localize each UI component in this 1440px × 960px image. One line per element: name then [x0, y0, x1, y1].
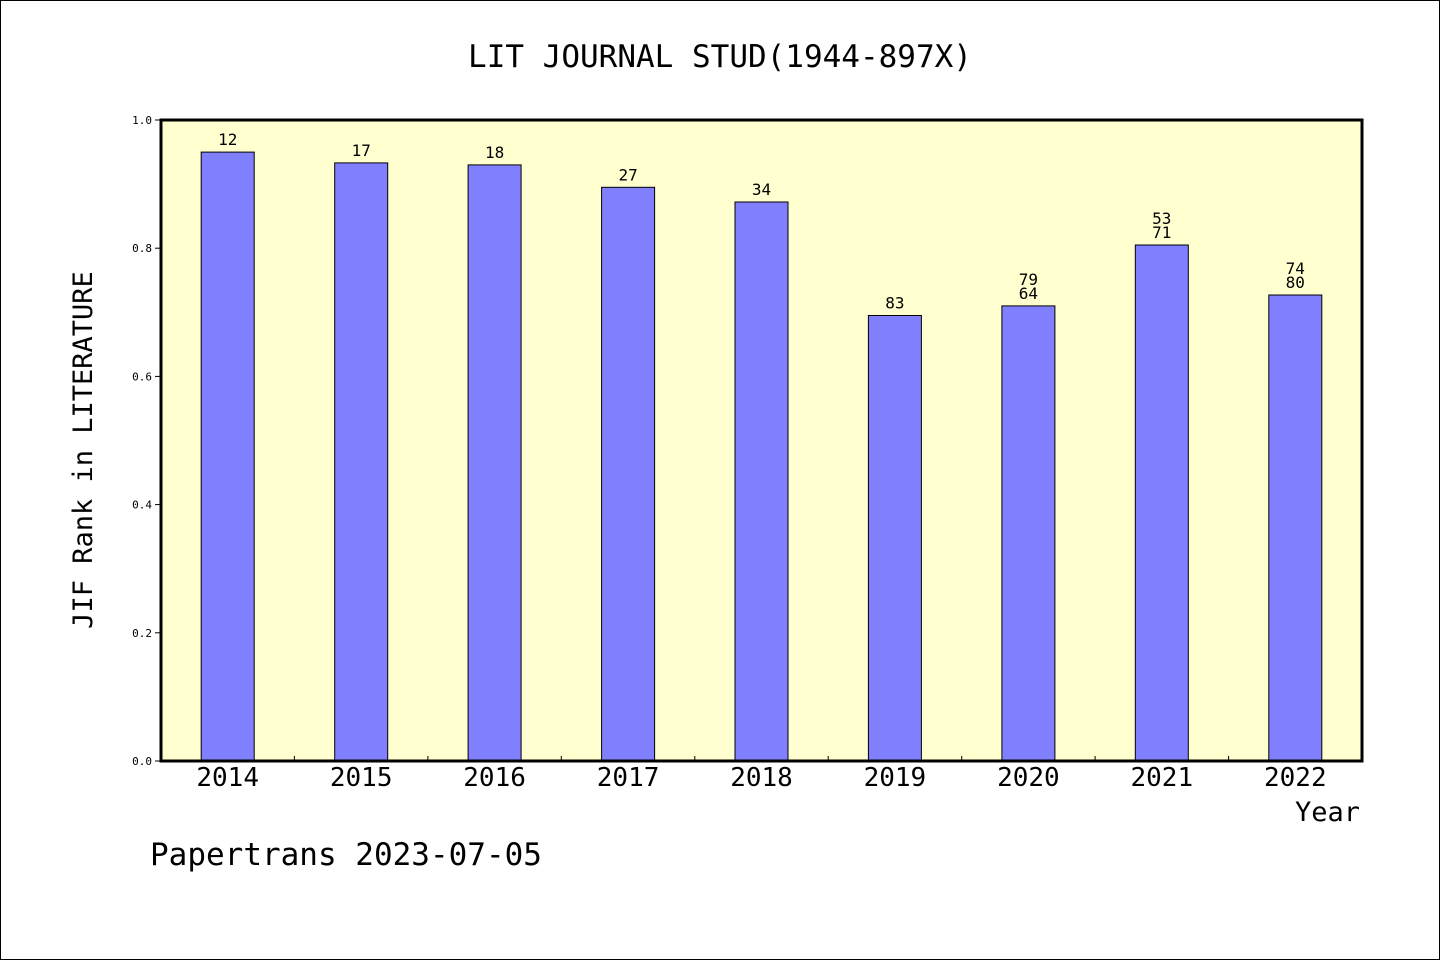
- x-tick-label-2017: 2017: [597, 763, 660, 793]
- bar-label-2019: 83: [885, 294, 904, 313]
- bar-2016: [467, 164, 522, 762]
- bar-label-2021-1: 53: [1152, 209, 1171, 228]
- bar-label-2018: 34: [752, 180, 771, 199]
- x-tick-label-2016: 2016: [463, 763, 526, 793]
- y-tick-label-0.8: 0.8: [132, 242, 152, 255]
- bar-2017: [601, 186, 656, 762]
- bar-label-2016: 18: [485, 143, 504, 162]
- x-tick-label-2019: 2019: [864, 763, 927, 793]
- x-tick-label-2018: 2018: [730, 763, 793, 793]
- bar-label-2022-1: 74: [1286, 259, 1305, 278]
- y-tick-label-0.6: 0.6: [132, 370, 152, 383]
- bar-2015: [334, 162, 389, 762]
- x-axis: 2014 2015 2016 2017 2018 2019 2020 2021 2022: [196, 756, 1327, 793]
- footer-credit: Papertrans 2023-07-05: [150, 837, 542, 873]
- bar-2014: [200, 151, 255, 762]
- bar-2022: [1268, 294, 1323, 762]
- y-tick-label-0.4: 0.4: [132, 499, 152, 512]
- y-tick-label-0.0: 0.0: [132, 755, 152, 768]
- bar-label-2020-2: 64: [1019, 284, 1038, 303]
- bar-label-2015: 17: [352, 141, 371, 160]
- x-tick-label-2015: 2015: [330, 763, 393, 793]
- x-tick-label-2022: 2022: [1264, 763, 1327, 793]
- bar-2018: [734, 201, 789, 762]
- bar-label-2020-1: 79: [1019, 270, 1038, 289]
- x-tick-label-2014: 2014: [196, 763, 259, 793]
- chart-title: LIT JOURNAL STUD(1944-897X): [468, 39, 972, 75]
- bar-2020: [1001, 305, 1056, 762]
- x-tick-label-2021: 2021: [1130, 763, 1193, 793]
- y-axis-title: JIF Rank in LITERATURE: [68, 271, 99, 629]
- bar-2021: [1134, 244, 1189, 762]
- x-tick-label-2020: 2020: [997, 763, 1060, 793]
- y-tick-label-1.0: 1.0: [132, 114, 152, 127]
- y-axis: 0.0 0.2 0.4 0.6 0.8 1.0: [132, 114, 161, 768]
- bar-label-2021-2: 71: [1152, 223, 1171, 242]
- bar-label-2017: 27: [618, 165, 637, 184]
- bar-label-2022-2: 80: [1286, 273, 1305, 292]
- plot-frame: [159, 118, 1364, 763]
- y-tick-label-0.2: 0.2: [132, 627, 152, 640]
- bar-2019: [867, 315, 922, 762]
- bars-layer: [200, 151, 1323, 762]
- bar-label-2014: 12: [218, 130, 237, 149]
- x-axis-title: Year: [1295, 797, 1360, 828]
